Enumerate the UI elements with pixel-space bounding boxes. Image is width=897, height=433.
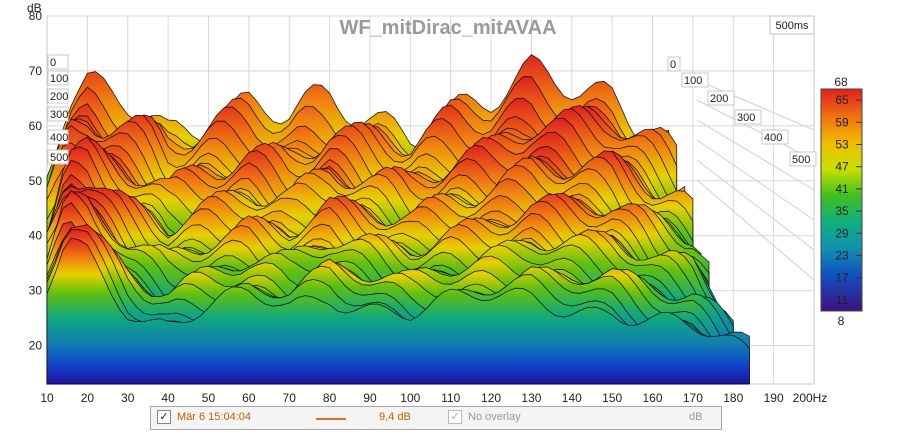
y-tick-label: 50 <box>29 174 43 188</box>
x-tick-label: 80 <box>323 391 337 405</box>
colorbar-bottom-label: 8 <box>838 314 845 328</box>
colorbar <box>820 88 863 312</box>
grid-line <box>696 99 815 161</box>
time-tick-box <box>47 149 69 165</box>
x-axis-ticks: 10 20 30 40 50 60 70 80 90 100 110 120 130 140 150 160 1… <box>40 391 827 405</box>
time-tick-label-left: 200 <box>50 91 68 103</box>
colorbar-tick-label: 17 <box>835 271 849 285</box>
grid-line <box>696 139 815 221</box>
x-tick-label: 150 <box>602 391 622 405</box>
overlay-label: No overlay <box>468 411 521 423</box>
colorbar-tick-label: 29 <box>835 226 849 240</box>
time-tick-label-left: 500 <box>50 152 68 164</box>
time-tick-label-right: 500 <box>792 154 810 166</box>
x-tick-label: 20 <box>81 391 95 405</box>
time-tick-label-right: 200 <box>710 93 728 105</box>
x-tick-label: 120 <box>481 391 501 405</box>
time-tick-box <box>47 88 69 104</box>
time-tick-label-right: 400 <box>764 132 782 144</box>
grid-line <box>696 159 815 251</box>
x-tick-label: 140 <box>562 391 582 405</box>
time-tick-label-left: 400 <box>50 132 68 144</box>
colorbar-tick-label: 41 <box>835 182 849 196</box>
time-tick-box <box>734 109 762 125</box>
time-axis-ticks: 0 100 200 300 400 500 0 100 200 300 400 500 <box>47 54 817 167</box>
legend-unit: dB <box>689 411 703 423</box>
x-tick-label: 40 <box>161 391 175 405</box>
grid-line <box>696 179 815 281</box>
chart-title: WF_mitDirac_mitAVAA <box>339 17 556 39</box>
time-label: 500ms <box>775 20 809 32</box>
time-tick-box <box>681 72 709 88</box>
colorbar-tick-label: 23 <box>835 249 849 263</box>
x-tick-label: 170 <box>683 391 703 405</box>
time-tick-box <box>707 90 735 106</box>
time-tick-label-right: 100 <box>684 75 702 87</box>
measurement-date: Mär 6 15:04:04 <box>177 411 251 423</box>
time-tick-box <box>667 56 681 72</box>
time-tick-box <box>789 151 817 167</box>
colorbar-tick-label: 35 <box>835 204 849 218</box>
legend-bar: ✓ Mär 6 15:04:04 9,4 dB ✓ No overlay dB <box>150 406 722 430</box>
time-tick-box <box>47 70 69 86</box>
grid-line <box>696 119 815 191</box>
x-tick-label: 160 <box>643 391 663 405</box>
x-tick-label: 60 <box>242 391 256 405</box>
colorbar-ticks: 65 59 53 47 41 35 29 23 17 11 <box>835 93 862 307</box>
time-tick-label-left: 300 <box>50 109 68 121</box>
time-tick-label-right: 300 <box>737 112 755 124</box>
time-tick-box <box>47 54 69 70</box>
overlay-checkbox[interactable]: ✓ <box>448 410 462 424</box>
waterfall-surface <box>46 54 750 385</box>
y-tick-label: 80 <box>29 9 43 23</box>
time-tick-box <box>47 106 69 122</box>
y-axis-ticks: 20 30 40 50 60 70 80 <box>29 9 43 353</box>
colorbar-tick-label: 53 <box>835 138 849 152</box>
x-tick-label: 10 <box>40 391 54 405</box>
x-tick-label: 200Hz <box>793 391 828 405</box>
x-tick-label: 180 <box>723 391 743 405</box>
y-tick-label: 30 <box>29 284 43 298</box>
colorbar-tick-label: 47 <box>835 160 849 174</box>
measurement-checkbox[interactable]: ✓ <box>157 410 171 424</box>
time-tick-label-right: 0 <box>670 59 676 71</box>
x-tick-label: 70 <box>283 391 297 405</box>
y-axis-label: dB <box>27 1 42 15</box>
x-tick-label: 130 <box>521 391 541 405</box>
grid-line <box>696 79 815 131</box>
time-tick-label-left: 100 <box>50 73 68 85</box>
x-tick-label: 50 <box>202 391 216 405</box>
x-tick-label: 190 <box>764 391 784 405</box>
x-tick-label: 30 <box>121 391 135 405</box>
time-label-box <box>769 15 815 35</box>
y-tick-label: 20 <box>29 339 43 353</box>
time-tick-box <box>47 129 69 145</box>
x-tick-label: 110 <box>441 391 460 405</box>
y-tick-label: 70 <box>29 64 43 78</box>
measurement-value: 9,4 dB <box>379 411 411 423</box>
colorbar-tick-label: 59 <box>835 115 849 129</box>
colorbar-top-label: 68 <box>834 75 848 89</box>
waterfall-slice <box>46 237 750 385</box>
x-tick-label: 90 <box>363 391 377 405</box>
colorbar-tick-label: 11 <box>836 293 849 307</box>
trace-color-swatch <box>316 418 346 420</box>
time-tick-label-left: 0 <box>50 57 56 69</box>
colorbar-tick-label: 65 <box>835 93 849 107</box>
x-tick-label: 100 <box>400 391 420 405</box>
time-tick-box <box>761 129 789 145</box>
y-tick-label: 60 <box>29 119 43 133</box>
y-tick-label: 40 <box>29 229 43 243</box>
